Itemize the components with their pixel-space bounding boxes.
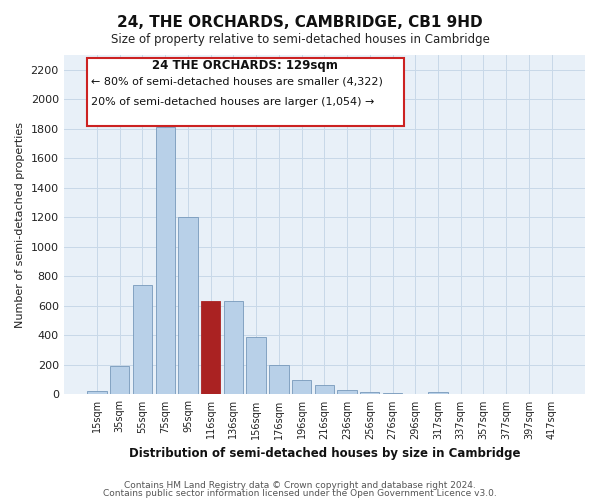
Bar: [428, 392, 448, 394]
FancyBboxPatch shape: [87, 58, 404, 126]
Bar: [269, 365, 289, 394]
Bar: [224, 302, 243, 394]
Bar: [155, 128, 175, 394]
Bar: [337, 390, 357, 394]
Text: Contains HM Land Registry data © Crown copyright and database right 2024.: Contains HM Land Registry data © Crown c…: [124, 480, 476, 490]
Bar: [247, 337, 266, 394]
Bar: [133, 285, 152, 395]
Bar: [360, 392, 379, 394]
Bar: [110, 366, 130, 394]
Bar: [383, 393, 402, 394]
X-axis label: Distribution of semi-detached houses by size in Cambridge: Distribution of semi-detached houses by …: [128, 447, 520, 460]
Text: 24 THE ORCHARDS: 129sqm: 24 THE ORCHARDS: 129sqm: [152, 59, 338, 72]
Text: 24, THE ORCHARDS, CAMBRIDGE, CB1 9HD: 24, THE ORCHARDS, CAMBRIDGE, CB1 9HD: [117, 15, 483, 30]
Bar: [201, 302, 220, 394]
Text: ← 80% of semi-detached houses are smaller (4,322): ← 80% of semi-detached houses are smalle…: [91, 76, 383, 86]
Bar: [314, 385, 334, 394]
Y-axis label: Number of semi-detached properties: Number of semi-detached properties: [15, 122, 25, 328]
Text: 20% of semi-detached houses are larger (1,054) →: 20% of semi-detached houses are larger (…: [91, 97, 375, 107]
Text: Contains public sector information licensed under the Open Government Licence v3: Contains public sector information licen…: [103, 490, 497, 498]
Bar: [178, 218, 197, 394]
Bar: [292, 380, 311, 394]
Bar: [88, 392, 107, 394]
Text: Size of property relative to semi-detached houses in Cambridge: Size of property relative to semi-detach…: [110, 32, 490, 46]
